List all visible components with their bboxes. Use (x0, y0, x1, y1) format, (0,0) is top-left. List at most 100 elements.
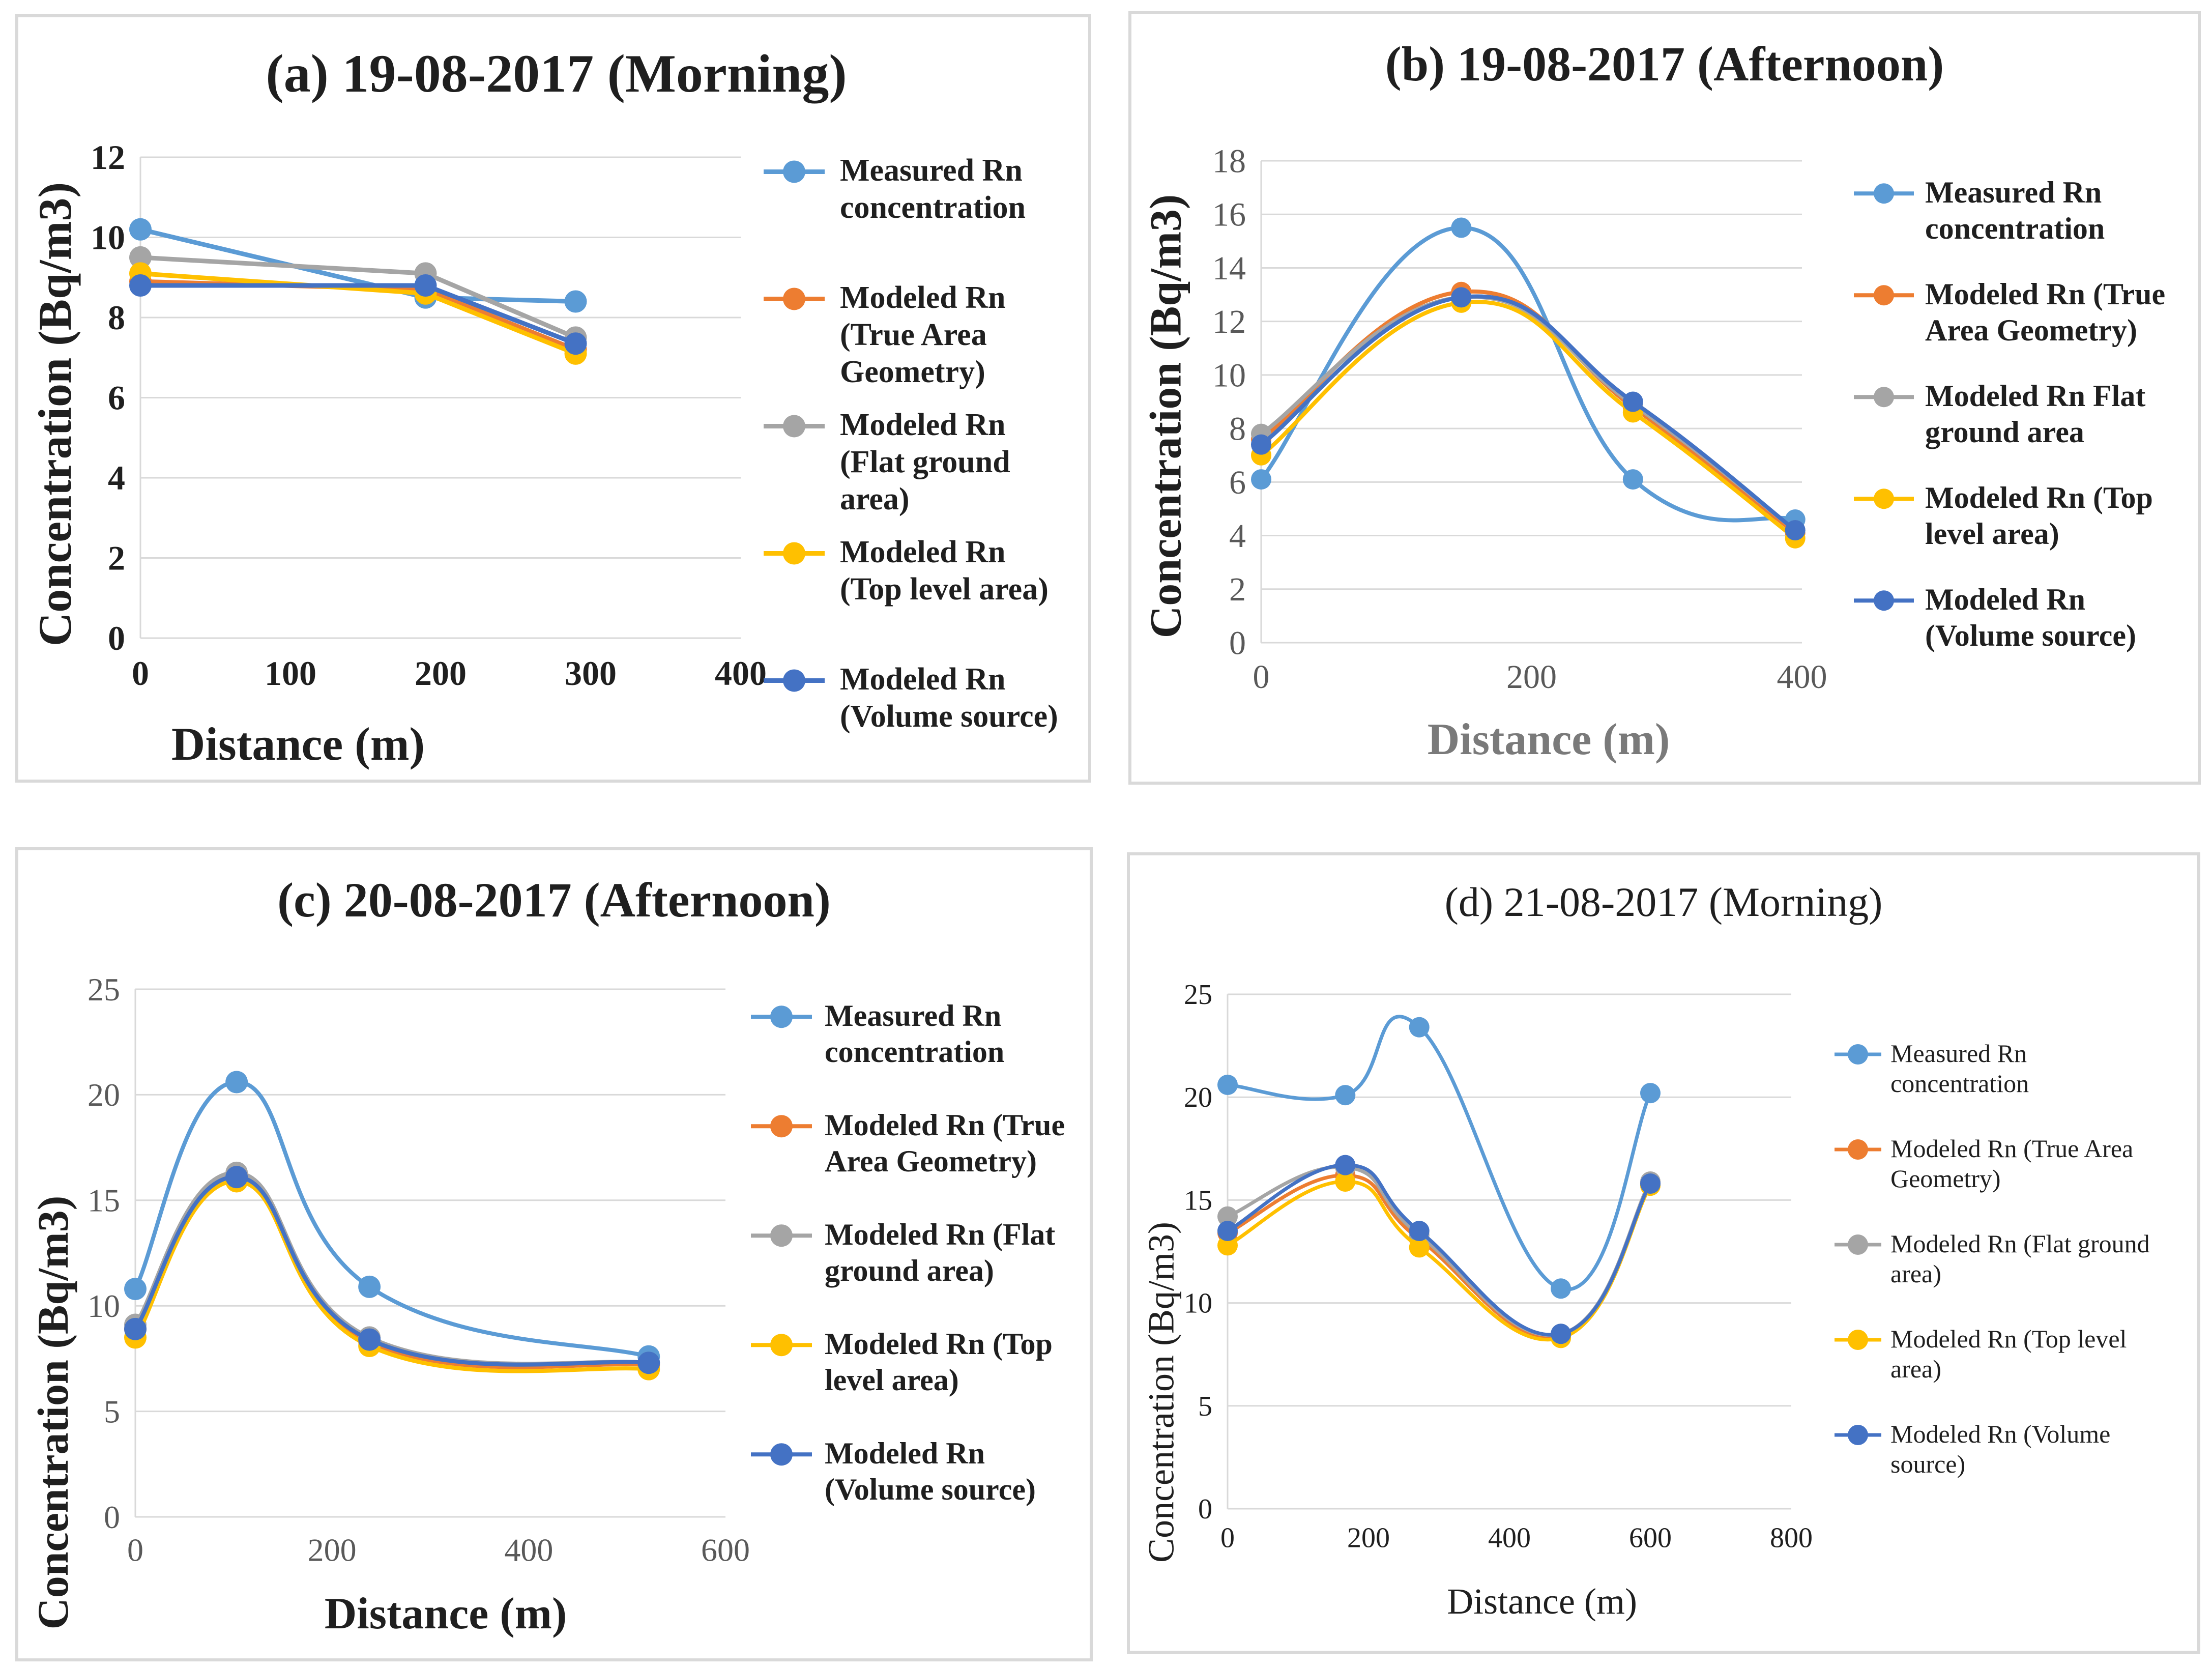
data-point-volume_source (1785, 520, 1806, 541)
legend-label-line: Geometry) (840, 355, 985, 390)
legend-marker (764, 542, 825, 565)
y-tick-label: 14 (1212, 250, 1246, 287)
legend-marker (764, 415, 825, 438)
x-tick-label: 800 (1770, 1522, 1813, 1554)
data-point-measured (1335, 1085, 1356, 1106)
y-tick-label: 12 (1212, 303, 1246, 340)
legend-label-line: (Flat ground (840, 445, 1010, 480)
legend-label-line: area) (1890, 1259, 1941, 1288)
legend-marker (1854, 285, 1914, 306)
x-tick-label: 200 (1506, 658, 1557, 696)
data-point-measured (564, 290, 587, 313)
x-axis-label: Distance (m) (324, 1589, 567, 1639)
data-point-measured (1640, 1083, 1661, 1104)
data-point-flat_ground (1217, 1206, 1238, 1227)
y-tick-label: 15 (88, 1183, 120, 1219)
y-tick-label: 20 (88, 1077, 120, 1113)
x-tick-label: 600 (701, 1532, 750, 1568)
x-axis-label: Distance (m) (1447, 1581, 1637, 1622)
y-tick-label: 15 (1184, 1185, 1212, 1216)
legend-label-line: area) (840, 482, 910, 517)
y-axis-label: Concentration (Bq/m3) (28, 1195, 77, 1630)
data-point-volume_source (1335, 1155, 1356, 1175)
legend-label-line: Modeled Rn (Volume (1890, 1420, 2111, 1448)
legend-marker (1835, 1425, 1881, 1445)
plot-area: 0 5 10 15 20 25 0 200 400 600 800 (1184, 979, 1813, 1554)
legend-label-line: (Volume source) (825, 1472, 1036, 1506)
legend-label-line: Modeled Rn (825, 1436, 985, 1470)
legend-label-line: Area Geometry) (825, 1144, 1037, 1178)
series-line-measured (1259, 225, 1797, 523)
legend-marker (764, 669, 825, 692)
y-tick-label: 6 (1229, 464, 1246, 501)
series-line-top_level (1259, 300, 1797, 540)
x-tick-label: 100 (265, 654, 316, 693)
legend-label-line: concentration (1890, 1069, 2029, 1098)
series-line-true_area (1259, 289, 1797, 535)
legend-marker (1835, 1330, 1881, 1350)
legend-label-line: Modeled Rn (840, 535, 1006, 569)
legend-label-line: Modeled Rn (Flat ground (1890, 1229, 2150, 1258)
chart-panel-b: (b) 19-08-2017 (Afternoon) 0 2 4 6 8 10 12 14 16… (1128, 11, 2201, 785)
legend-label-line: concentration (1925, 211, 2105, 245)
y-axis-label: Concentration (Bq/m3) (29, 182, 81, 647)
legend-label-line: concentration (840, 190, 1026, 225)
legend-marker (751, 1005, 812, 1028)
y-tick-label: 8 (1229, 411, 1246, 448)
x-axis-label: Distance (m) (1427, 715, 1670, 764)
legend-label-line: Measured Rn (840, 153, 1023, 188)
data-point-top_level (1335, 1171, 1356, 1192)
y-tick-label: 0 (1229, 624, 1246, 662)
data-point-measured (124, 1278, 147, 1301)
legend-label-line: Modeled Rn (Top level (1890, 1325, 2127, 1353)
legend-marker (1835, 1234, 1881, 1255)
data-point-top_level (1217, 1235, 1238, 1256)
series-line-flat_ground (133, 1170, 651, 1366)
y-tick-label: 25 (88, 971, 120, 1008)
series-line-measured (1226, 1015, 1652, 1291)
y-axis-label: Concentration (Bq/m3) (1141, 194, 1191, 639)
y-tick-label: 16 (1212, 196, 1246, 234)
legend-label-line: area) (1890, 1355, 1941, 1383)
series-line-true_area (138, 279, 578, 352)
y-tick-label: 4 (108, 458, 125, 497)
legend-label-line: Modeled Rn (True Area (1890, 1134, 2134, 1163)
y-tick-label: 18 (1212, 142, 1246, 180)
legend-marker (751, 1224, 812, 1247)
x-axis-label: Distance (m) (171, 718, 425, 770)
series-line-volume_source (133, 1175, 651, 1367)
y-tick-label: 20 (1184, 1082, 1212, 1113)
y-tick-label: 25 (1184, 979, 1212, 1011)
series-line-volume_source (1259, 294, 1797, 533)
y-tick-label: 2 (1229, 571, 1246, 608)
y-tick-label: 10 (1184, 1288, 1212, 1319)
legend-marker (1835, 1139, 1881, 1160)
y-tick-label: 8 (108, 298, 125, 337)
data-point-volume_source (1551, 1324, 1571, 1344)
data-point-top_level (1409, 1237, 1430, 1258)
y-tick-label: 5 (1198, 1391, 1212, 1422)
legend-label-line: Modeled Rn Flat (1925, 379, 2146, 413)
data-point-measured (1251, 469, 1271, 490)
y-tick-label: 0 (1198, 1493, 1212, 1525)
legend-label-line: Measured Rn (825, 999, 1002, 1032)
legend-label-line: (True Area (840, 318, 987, 353)
y-tick-label: 0 (104, 1499, 120, 1535)
legend-marker (1835, 1044, 1881, 1065)
data-point-volume_source (414, 274, 437, 297)
data-point-volume_source (1640, 1173, 1661, 1194)
legend-marker (1854, 183, 1914, 204)
y-tick-label: 12 (91, 138, 125, 177)
legend-label-line: Modeled Rn (1925, 583, 2085, 616)
legend-label-line: Modeled Rn (840, 280, 1006, 315)
x-tick-label: 300 (565, 654, 617, 693)
legend: Measured Rn concentration Modeled Rn (True … (764, 137, 1089, 773)
y-tick-label: 5 (104, 1393, 120, 1429)
plot-area: 0 5 10 15 20 25 0 200 400 600 (88, 971, 750, 1568)
y-tick-label: 2 (108, 539, 125, 578)
legend-label-line: Measured Rn (1890, 1039, 2027, 1068)
legend-label-line: level area) (1925, 516, 2059, 551)
data-point-volume_source (564, 332, 587, 355)
legend-label-line: Modeled Rn (True (825, 1108, 1065, 1142)
data-point-measured (1217, 1074, 1238, 1095)
